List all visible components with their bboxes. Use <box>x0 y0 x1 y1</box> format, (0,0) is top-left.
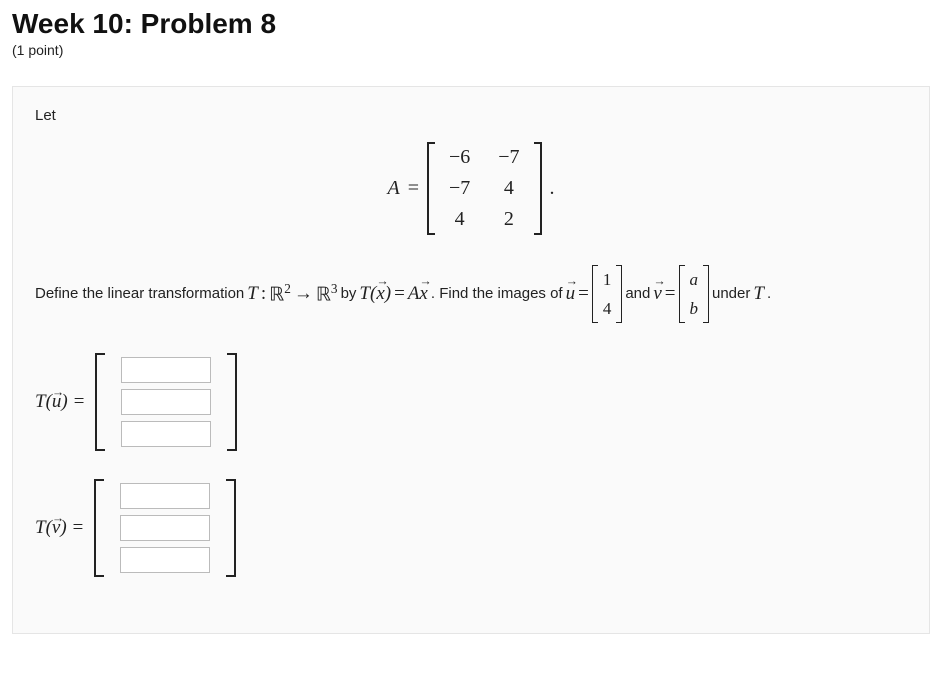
u-vector: u <box>566 279 576 309</box>
bracket-left <box>95 353 105 451</box>
tu-input-2[interactable] <box>121 389 211 415</box>
page-title: Week 10: Problem 8 <box>12 8 930 40</box>
matrix-cell: 4 <box>598 294 617 323</box>
eq: = <box>578 279 589 309</box>
tv-input-2[interactable] <box>120 515 210 541</box>
answer-tv: T(v) = <box>35 479 907 577</box>
bracket-right <box>616 265 622 323</box>
tv-label: T(v) = <box>35 517 84 539</box>
T-symbol: T <box>753 279 764 309</box>
matrix-cell: b <box>685 294 704 323</box>
matrix-a-lhs: A <box>387 177 399 200</box>
matrix-a-table: −6 −7 −7 4 4 2 <box>435 142 534 235</box>
by-text: by <box>341 282 357 306</box>
period: . <box>767 282 771 306</box>
matrix-cell: a <box>685 265 704 294</box>
bracket-right <box>703 265 709 323</box>
eq: = <box>665 279 676 309</box>
v-vector: v <box>653 279 661 309</box>
tv-input-3[interactable] <box>120 547 210 573</box>
bracket-left <box>592 265 598 323</box>
problem-container: Let A = −6 −7 −7 4 4 2 <box>12 86 930 634</box>
bracket-right <box>534 142 542 235</box>
tv-input-1[interactable] <box>120 483 210 509</box>
matrix-cell: 2 <box>484 204 533 235</box>
u-matrix: 1 4 <box>592 265 623 323</box>
matrix-cell: 4 <box>484 173 533 204</box>
colon: : <box>261 279 266 309</box>
bracket-right <box>227 353 237 451</box>
prompt-text: Define the linear transformation T : ℝ2 … <box>35 265 907 323</box>
equals-sign: = <box>408 177 419 200</box>
Tx: T(x) <box>359 279 391 309</box>
tu-input-3[interactable] <box>121 421 211 447</box>
matrix-a-display: A = −6 −7 −7 4 4 2 <box>35 142 907 235</box>
matrix-cell: −7 <box>435 173 484 204</box>
arrow: → <box>294 279 313 309</box>
bracket-left <box>427 142 435 235</box>
R2: ℝ2 <box>269 278 291 311</box>
matrix-cell: 1 <box>598 265 617 294</box>
matrix-cell: −7 <box>484 142 533 173</box>
bracket-left <box>679 265 685 323</box>
tu-label: T(u) = <box>35 391 85 413</box>
under-text: under <box>712 282 750 306</box>
prompt-part: . Find the images of <box>431 282 563 306</box>
tu-input-1[interactable] <box>121 357 211 383</box>
let-label: Let <box>35 107 907 124</box>
Ax: Ax <box>408 279 428 309</box>
R3: ℝ3 <box>316 278 338 311</box>
answer-tu: T(u) = <box>35 353 907 451</box>
bracket-left <box>94 479 104 577</box>
T-symbol: T <box>247 279 258 309</box>
period: . <box>550 177 555 200</box>
bracket-right <box>226 479 236 577</box>
v-matrix: a b <box>679 265 710 323</box>
prompt-part: Define the linear transformation <box>35 282 244 306</box>
and-text: and <box>625 282 650 306</box>
matrix-cell: 4 <box>435 204 484 235</box>
matrix-cell: −6 <box>435 142 484 173</box>
eq: = <box>394 279 405 309</box>
points-label: (1 point) <box>12 42 930 58</box>
